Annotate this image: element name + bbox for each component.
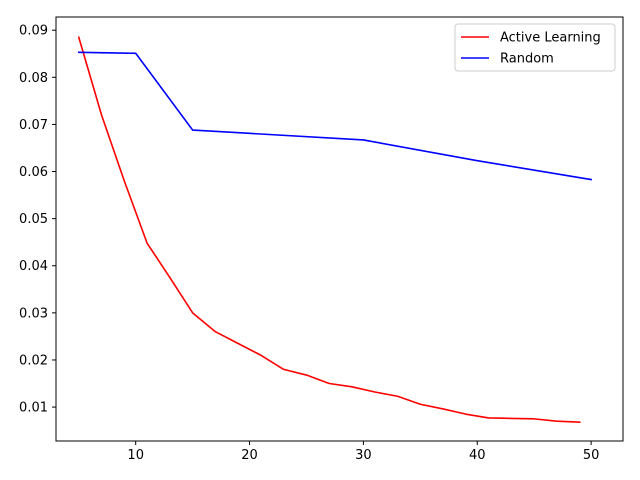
y-tick-label: 0.06 <box>19 165 48 180</box>
y-tick-label: 0.01 <box>19 401 48 416</box>
plot-layer <box>77 36 593 423</box>
y-tick-label: 0.03 <box>19 306 48 321</box>
y-tick-label: 0.02 <box>19 353 48 368</box>
y-tick-label: 0.08 <box>19 71 48 86</box>
x-tick-label: 30 <box>355 448 372 463</box>
legend-box <box>454 23 616 72</box>
y-tick-label: 0.05 <box>19 212 48 227</box>
y-tick-label: 0.04 <box>19 259 48 274</box>
legend: Active Learning Random <box>454 23 616 72</box>
x-tick-label: 40 <box>469 448 486 463</box>
legend-label: Active Learning <box>500 31 601 46</box>
legend-label: Random <box>500 52 554 67</box>
x-tick-label: 50 <box>583 448 600 463</box>
series-line-active-learning <box>77 36 581 423</box>
x-tick-label: 20 <box>241 448 258 463</box>
axes-frame <box>55 16 624 442</box>
series-line-random <box>77 51 593 181</box>
x-tick-label: 10 <box>127 448 144 463</box>
y-tick-label: 0.09 <box>19 24 48 39</box>
axes-layer: 10 20 30 40 50 0.01 0.02 0.03 0.04 0.05 0.06 0.07 0.… <box>19 16 624 463</box>
y-tick-label: 0.07 <box>19 118 48 133</box>
